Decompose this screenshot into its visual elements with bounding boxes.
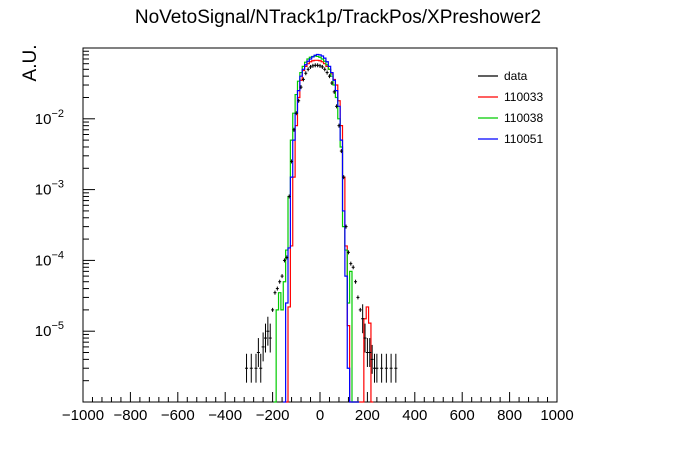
data-point: [261, 332, 265, 362]
data-point: [332, 89, 336, 94]
data-point: [278, 279, 282, 284]
x-tick-label: 600: [450, 407, 475, 424]
data-point: [346, 250, 350, 255]
data-point: [318, 63, 322, 68]
x-tick-label: 0: [316, 407, 324, 424]
data-point: [323, 67, 327, 72]
data-point: [263, 323, 267, 353]
data-point: [275, 286, 279, 291]
data-point: [337, 123, 341, 128]
x-tick-label: 200: [355, 407, 380, 424]
legend-label-data: data: [504, 69, 528, 83]
data-point: [311, 63, 315, 68]
y-axis-label: A.U.: [20, 45, 41, 82]
x-tick-label: −1000: [62, 407, 104, 424]
data-point: [330, 81, 334, 86]
legend-label-110038: 110038: [504, 111, 543, 125]
data-point: [344, 224, 348, 229]
chart-title: NoVetoSignal/NTrack1p/TrackPos/XPreshowe…: [135, 7, 541, 28]
data-point: [280, 274, 284, 279]
y-tick-label: 10−2: [35, 108, 64, 128]
data-point: [335, 104, 339, 109]
data-point: [363, 323, 367, 353]
data-point: [380, 353, 384, 383]
y-tick-label: 10−4: [35, 249, 64, 269]
x-tick-label: −400: [208, 407, 242, 424]
data-point: [351, 265, 355, 270]
x-tick-label: −800: [114, 407, 148, 424]
data-point: [299, 85, 303, 90]
data-point: [285, 255, 289, 260]
legend-label-110051: 110051: [504, 132, 543, 146]
data-point: [301, 77, 305, 82]
data-point: [259, 353, 263, 383]
data-point: [354, 279, 358, 284]
data-point: [304, 71, 308, 76]
x-tick-label: −600: [161, 407, 195, 424]
data-point: [356, 295, 360, 300]
data-point: [361, 304, 365, 334]
data-point: [339, 149, 343, 154]
data-point: [290, 159, 294, 164]
data-point: [320, 64, 324, 69]
data-point: [394, 353, 398, 383]
data-point: [306, 67, 310, 72]
x-axis: −1000 −800 −600 −400 −200 0 200 400 600 800 1000: [62, 392, 574, 424]
data-point: [325, 70, 329, 75]
data-point: [245, 353, 249, 383]
x-tick-label: 800: [497, 407, 522, 424]
data-point: [327, 74, 331, 79]
data-point: [271, 307, 275, 312]
data-point: [316, 63, 320, 68]
data-point: [273, 290, 277, 295]
data-point: [384, 353, 388, 383]
data-point: [254, 353, 258, 383]
data-point: [368, 338, 372, 367]
y-tick-label: 10−3: [35, 179, 64, 199]
data-point: [268, 323, 272, 353]
data-point: [292, 127, 296, 132]
x-tick-label: −200: [256, 407, 290, 424]
data-point: [389, 353, 393, 383]
data-point: [294, 111, 298, 116]
data-point: [375, 353, 379, 383]
x-tick-label: 1000: [540, 407, 573, 424]
data-point: [349, 261, 353, 266]
data-point: [282, 258, 286, 263]
y-tick-label: 10−5: [35, 320, 64, 340]
data-point: [358, 307, 362, 312]
legend: data 110033 110038 110051: [478, 69, 543, 146]
data-point: [249, 353, 253, 383]
legend-label-110033: 110033: [504, 90, 543, 104]
y-axis: 10−5 10−4 10−3 10−2: [35, 50, 95, 403]
data-point: [370, 344, 374, 374]
data-point: [297, 98, 301, 103]
series-layer: [245, 53, 398, 403]
data-point: [266, 316, 270, 346]
data-point: [342, 175, 346, 180]
data-point: [309, 64, 313, 69]
x-tick-label: 400: [402, 407, 427, 424]
data-point: [256, 338, 260, 367]
data-point: [287, 194, 291, 199]
